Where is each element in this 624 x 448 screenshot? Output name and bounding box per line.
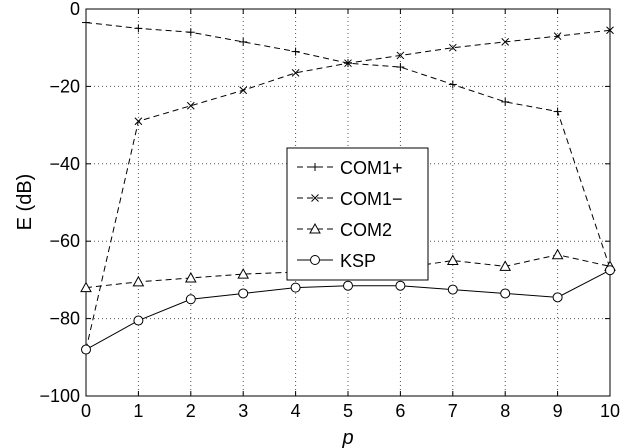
series-com1-minus-point (396, 51, 405, 60)
series-com1-plus-point (396, 63, 405, 72)
series-ksp-point (395, 280, 406, 291)
series-com1-plus-point (291, 47, 300, 56)
y-tick-label: −80 (49, 309, 80, 329)
legend-box (286, 147, 429, 281)
x-tick-label: 1 (133, 401, 143, 421)
series-com1-plus-point (186, 28, 195, 37)
legend-com2-point (309, 222, 321, 234)
legend-com1-plus-point (311, 163, 319, 171)
series-ksp-point (447, 284, 458, 295)
series-com1-minus-point (448, 43, 457, 52)
series-com2-point (184, 271, 197, 283)
series-ksp-point (290, 282, 301, 293)
series-com1-minus-point (134, 117, 143, 126)
legend-com1-plus-label: COM1+ (340, 158, 403, 178)
series-com1-minus-point (606, 26, 614, 35)
legend-com1-minus-point (311, 194, 319, 202)
series-ksp-point (605, 265, 615, 276)
x-tick-label: 4 (291, 401, 301, 421)
series-ksp-point (81, 344, 91, 355)
legend-ksp-point (310, 255, 320, 265)
series-com1-plus-point (448, 80, 457, 89)
legend-com2-label: COM2 (340, 220, 392, 240)
series-ksp-point (500, 288, 511, 299)
y-tick-label: −40 (49, 154, 80, 174)
series-com1-minus-point (501, 38, 510, 46)
series-com2-point (237, 268, 250, 279)
x-tick-label: 3 (238, 401, 248, 421)
y-tick-label: −20 (49, 76, 80, 96)
series-com1-plus-point (239, 37, 248, 46)
series-com2-point (132, 275, 145, 287)
series-com2-point (551, 248, 564, 260)
y-axis-label: E (dB) (14, 174, 36, 231)
series-ksp-point (552, 292, 563, 303)
ticks (85, 8, 611, 397)
x-tick-label: 5 (343, 401, 353, 421)
x-tick-label: 7 (448, 401, 458, 421)
series-com1-plus-point (82, 18, 90, 27)
y-tick-label: −100 (39, 386, 80, 406)
y-tick-label: 0 (70, 0, 80, 19)
series-com1-minus-point (239, 86, 248, 95)
x-tick-label: 8 (500, 401, 510, 421)
legend: COM1+ COM1− COM2 KSP (286, 147, 429, 281)
x-tick-label: 0 (81, 401, 91, 421)
x-tick-label: 2 (186, 401, 196, 421)
series-ksp-point (185, 294, 196, 305)
series-com1-minus-point (344, 59, 352, 68)
series-ksp-point (343, 280, 353, 291)
series-com1-plus-point (134, 24, 143, 33)
y-tick-label: −60 (49, 231, 80, 251)
legend-com1-minus-label: COM1− (340, 189, 403, 209)
series-com2-point (80, 281, 92, 293)
series-com2-point (446, 254, 459, 266)
tick-labels: 0 1 2 3 4 5 6 7 8 9 10 0 −20 −40 −60 −80 −100 (39, 0, 620, 421)
series-com1-plus-point (501, 97, 510, 106)
series-com1-minus-point (553, 32, 562, 40)
series-ksp-point (238, 288, 249, 299)
series-com1-plus-point (553, 107, 562, 116)
series-com2-point (499, 260, 512, 271)
x-tick-label: 10 (600, 401, 620, 421)
series-com1-minus-point (186, 101, 195, 110)
x-axis-label: p (341, 427, 353, 448)
series-ksp-point (133, 315, 144, 326)
series-com1-minus-point (291, 69, 300, 77)
x-tick-label: 9 (553, 401, 563, 421)
x-tick-label: 6 (395, 401, 405, 421)
legend-ksp-label: KSP (340, 251, 376, 271)
